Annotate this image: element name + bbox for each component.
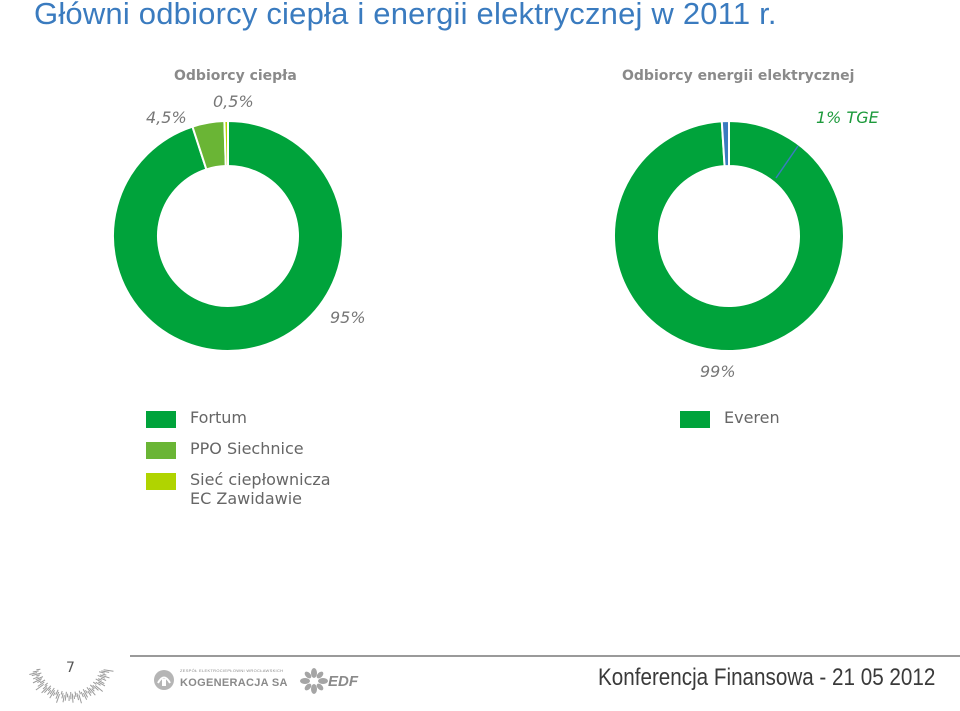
fan-tick <box>32 678 43 684</box>
fan-tick <box>35 683 44 691</box>
fan-tick <box>35 676 44 681</box>
heat-label-ppo: 4,5% <box>146 108 187 127</box>
edf-flower-icon <box>300 668 328 694</box>
page-title: Główni odbiorcy ciepła i energii elektry… <box>34 0 777 31</box>
legend-label: Everen <box>724 408 780 427</box>
legend-swatch <box>146 411 176 428</box>
tge-leader-line <box>775 145 799 179</box>
fan-tick <box>56 693 61 703</box>
fan-tick <box>32 670 39 673</box>
kogeneracja-subtitle: ZESPÓŁ ELEKTROCIEPŁOWNI WROCŁAWSKICH <box>180 668 284 673</box>
fan-tick <box>95 678 105 684</box>
legend-swatch <box>680 411 710 428</box>
kogeneracja-name: KOGENERACJA SA <box>180 677 288 689</box>
heat-label-fortum: 95% <box>330 308 366 327</box>
fan-tick <box>92 681 97 685</box>
electricity-label-tge: 1% TGE <box>816 108 879 127</box>
fan-tick <box>78 690 81 695</box>
fan-tick <box>29 672 38 675</box>
fan-tick <box>92 684 99 691</box>
legend-swatch <box>146 473 176 490</box>
fan-tick <box>98 681 106 687</box>
fan-tick <box>44 685 52 693</box>
page-number: 7 <box>66 660 75 676</box>
footer-fan-ornament <box>29 668 114 704</box>
fan-tick <box>91 688 95 692</box>
fan-tick <box>97 678 102 681</box>
electricity-chart-title: Odbiorcy energii elektrycznej <box>622 68 855 84</box>
fan-tick <box>42 684 48 690</box>
footer-conference: Konferencja Finansowa - 21 05 2012 <box>598 664 936 691</box>
fan-tick <box>87 690 92 696</box>
fan-tick <box>37 680 42 684</box>
fan-tick <box>55 691 60 699</box>
fan-tick <box>41 687 48 694</box>
fan-tick <box>32 676 39 680</box>
electricity-label-everen: 99% <box>700 362 736 381</box>
kogeneracja-logo: ZESPÓŁ ELEKTROCIEPŁOWNI WROCŁAWSKICH KOG… <box>152 668 287 695</box>
legend-swatch <box>146 442 176 459</box>
fan-tick <box>78 694 82 704</box>
fan-tick <box>52 692 56 696</box>
fan-tick <box>47 687 52 692</box>
fan-tick <box>64 691 67 701</box>
fan-tick <box>85 689 88 694</box>
fan-tick <box>71 693 74 703</box>
fan-tick <box>36 674 41 677</box>
fan-tick <box>44 682 49 686</box>
fan-tick <box>39 679 46 684</box>
fan-tick <box>76 693 80 701</box>
fan-tick <box>83 692 88 700</box>
fan-tick <box>31 672 42 677</box>
fan-tick <box>55 689 59 695</box>
edf-wordmark: EDF <box>328 673 358 690</box>
fan-tick <box>80 691 84 698</box>
fan-tick <box>100 677 107 681</box>
electricity-slice-tge <box>720 119 730 168</box>
heat-slice-sie-ciep-ownicza-ec-zawidawie <box>223 119 229 168</box>
fan-tick <box>89 684 95 690</box>
fan-tick <box>60 690 63 695</box>
fan-tick <box>99 674 110 679</box>
heat-label-siec: 0,5% <box>213 92 254 111</box>
fan-tick <box>61 693 64 699</box>
fan-tick <box>86 686 92 694</box>
electricity-slice-everen <box>613 119 845 352</box>
fan-tick <box>88 687 96 696</box>
fan-tick <box>98 671 105 674</box>
fan-tick <box>74 691 77 698</box>
fan-tick <box>62 695 65 703</box>
kogeneracja-emblem-icon <box>154 670 174 690</box>
fan-tick <box>101 670 110 673</box>
fan-tick <box>103 669 114 672</box>
fan-tick <box>47 689 52 696</box>
fan-tick <box>36 668 41 671</box>
fan-tick <box>94 685 104 692</box>
heat-slice-fortum <box>112 119 344 352</box>
fan-tick <box>95 681 101 686</box>
legend-label: PPO Siechnice <box>190 439 304 458</box>
fan-tick <box>97 674 106 679</box>
legend-label: Sieć ciepłownicza EC Zawidawie <box>190 470 331 508</box>
fan-tick <box>82 689 89 698</box>
fan-tick <box>37 681 45 687</box>
heat-chart-title: Odbiorcy ciepła <box>174 68 297 84</box>
edf-logo: EDF <box>300 668 358 698</box>
fan-tick <box>49 687 55 695</box>
fan-tick <box>49 689 55 699</box>
fan-tick <box>102 673 107 676</box>
footer-divider <box>130 655 960 657</box>
legend-label: Fortum <box>190 408 247 427</box>
